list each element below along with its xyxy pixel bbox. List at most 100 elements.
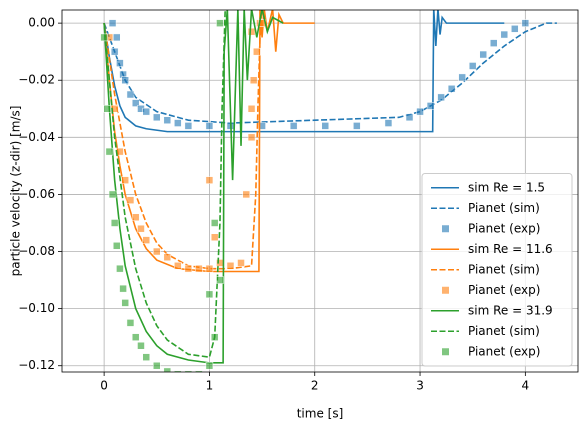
y-axis-label: particle velocity (z-dir) [m/s] <box>9 106 23 277</box>
marker <box>289 122 298 130</box>
legend-label: Pianet (sim) <box>468 262 540 276</box>
marker <box>242 190 251 199</box>
marker <box>216 19 224 27</box>
marker <box>210 333 219 341</box>
marker <box>119 284 127 293</box>
marker <box>137 224 145 233</box>
marker <box>437 93 445 102</box>
legend-label: sim Re = 31.9 <box>468 303 553 317</box>
marker <box>142 236 150 244</box>
marker <box>126 196 135 204</box>
marker <box>110 105 119 113</box>
marker <box>210 219 219 227</box>
marker <box>163 116 172 124</box>
marker <box>205 176 214 184</box>
marker <box>163 253 172 261</box>
legend-swatch <box>442 348 449 356</box>
marker <box>521 19 530 27</box>
marker <box>226 262 235 270</box>
marker <box>142 353 150 361</box>
line <box>103 22 557 124</box>
marker <box>116 264 124 273</box>
marker <box>416 107 424 116</box>
legend-swatch <box>442 286 449 294</box>
marker <box>121 299 129 307</box>
marker <box>184 370 193 372</box>
y-tick-label: −0.08 <box>18 244 55 258</box>
legend-label: sim Re = 1.5 <box>468 180 545 194</box>
marker <box>126 319 135 327</box>
marker <box>153 113 161 122</box>
marker <box>205 290 214 299</box>
x-tick-label: 4 <box>522 379 530 393</box>
marker <box>447 85 456 93</box>
marker <box>113 242 121 250</box>
legend-label: Pianet (exp) <box>468 221 540 235</box>
x-tick-label: 1 <box>206 379 214 393</box>
marker <box>100 33 108 42</box>
marker <box>195 370 203 372</box>
legend-label: Pianet (sim) <box>468 324 540 338</box>
marker <box>174 262 182 270</box>
x-tick-label: 0 <box>100 379 108 393</box>
line <box>103 10 284 364</box>
y-tick-label: −0.02 <box>18 73 55 87</box>
legend-label: sim Re = 11.6 <box>468 242 553 256</box>
marker <box>253 47 261 56</box>
marker <box>153 247 161 256</box>
marker <box>321 122 330 130</box>
marker <box>500 30 509 39</box>
marker <box>479 50 487 59</box>
marker <box>108 190 117 199</box>
marker <box>184 122 193 130</box>
marker <box>121 76 129 84</box>
marker <box>405 113 414 122</box>
marker <box>174 370 182 372</box>
marker <box>163 367 172 372</box>
y-tick-label: −0.10 <box>18 301 55 315</box>
marker <box>458 73 466 82</box>
marker <box>137 341 145 350</box>
marker <box>126 90 135 99</box>
marker <box>205 361 214 370</box>
line <box>103 10 505 133</box>
marker <box>131 99 140 107</box>
plot-frame <box>61 9 579 373</box>
line <box>103 10 315 273</box>
marker <box>142 107 150 116</box>
legend-swatch <box>442 225 449 233</box>
marker <box>468 62 477 70</box>
y-tick-label: 0.00 <box>28 16 55 30</box>
marker <box>205 122 214 130</box>
legend-box <box>421 173 573 367</box>
legend-label: Pianet (exp) <box>468 283 540 297</box>
marker <box>108 19 117 27</box>
y-tick-label: −0.06 <box>18 187 55 201</box>
legend-label: Pianet (sim) <box>468 201 540 215</box>
x-axis-label: time [s] <box>297 407 344 421</box>
marker <box>184 264 193 273</box>
marker <box>247 133 256 142</box>
y-tick-label: −0.12 <box>18 358 55 372</box>
marker <box>258 122 266 130</box>
x-tick-label: 2 <box>311 379 319 393</box>
marker <box>195 264 203 273</box>
marker <box>110 219 119 227</box>
marker <box>131 333 140 341</box>
marker <box>247 27 256 36</box>
line <box>103 10 226 359</box>
marker <box>103 105 112 113</box>
marker <box>237 259 245 267</box>
marker <box>153 361 161 370</box>
marker <box>121 176 129 184</box>
marker <box>174 119 182 127</box>
marker <box>113 33 121 42</box>
marker <box>205 264 214 273</box>
marker <box>384 119 393 127</box>
x-tick-label: 3 <box>416 379 424 393</box>
marker <box>210 233 219 241</box>
legend-label: Pianet (exp) <box>468 344 540 358</box>
marker <box>216 276 224 284</box>
marker <box>249 76 258 84</box>
